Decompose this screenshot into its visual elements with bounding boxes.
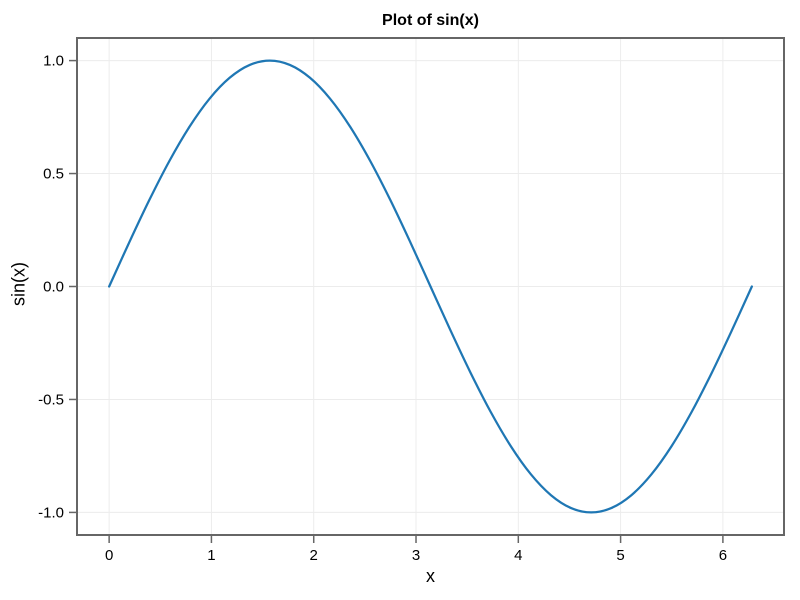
x-tick-label: 4 [514,547,522,564]
y-tick-label: -0.5 [38,391,64,408]
x-tick-label: 3 [412,547,420,564]
x-tick-label: 6 [719,547,727,564]
chart-title: Plot of sin(x) [382,12,479,29]
y-axis-label-text: sin(x) [8,262,29,306]
x-tick-labels: 0 1 2 3 4 5 6 [105,547,727,564]
x-axis-label: x [426,566,435,586]
y-tick-label: -1.0 [38,504,64,521]
x-tick-label: 0 [105,547,113,564]
x-tick-label: 2 [310,547,318,564]
gridlines [78,39,783,534]
y-tick-label: 0.0 [43,279,64,296]
y-tick-label: 1.0 [43,53,64,70]
plot-frame [76,37,785,536]
x-tick-label: 5 [616,547,624,564]
y-tick-labels: -1.0 -0.5 0.0 0.5 1.0 [38,53,64,522]
x-tick-label: 1 [207,547,215,564]
series-line-sin(x) [108,59,753,514]
tick-marks [69,59,724,543]
y-tick-label: 0.5 [43,166,64,183]
